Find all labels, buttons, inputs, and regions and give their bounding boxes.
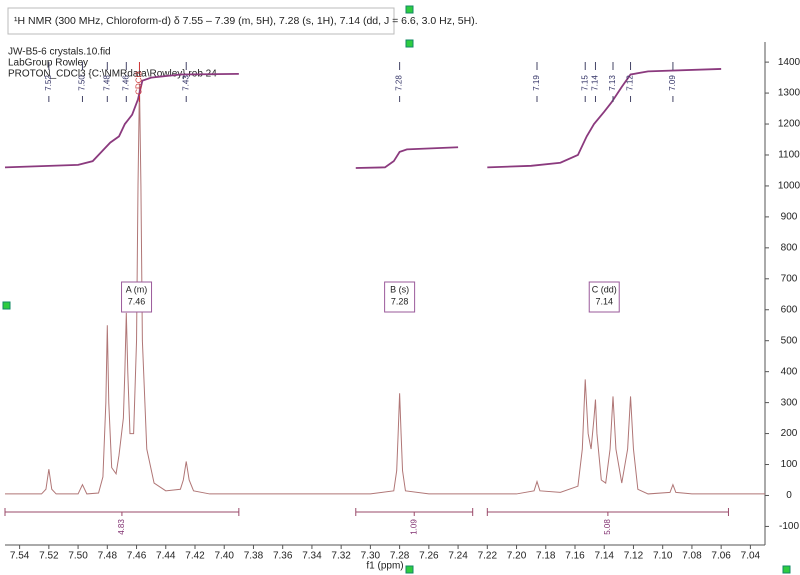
peak-label: 7.46 bbox=[121, 75, 130, 91]
x-tick-label: 7.24 bbox=[448, 551, 468, 562]
x-tick-label: 7.44 bbox=[156, 551, 176, 562]
multiplet-shift: 7.46 bbox=[128, 296, 146, 306]
peak-label: 7.13 bbox=[608, 75, 617, 91]
x-tick-label: 7.32 bbox=[331, 551, 351, 562]
y-tick-label: 1000 bbox=[778, 181, 800, 192]
x-tick-label: 7.18 bbox=[536, 551, 556, 562]
peak-label: 7.50 bbox=[78, 75, 87, 91]
x-tick-label: 7.54 bbox=[10, 551, 30, 562]
x-tick-label: 7.22 bbox=[478, 551, 498, 562]
y-tick-label: 0 bbox=[786, 490, 792, 501]
y-tick-label: 800 bbox=[781, 242, 798, 253]
multiplet-label: C (dd) bbox=[592, 284, 617, 294]
info-line: LabGroup Rowley bbox=[8, 58, 88, 69]
x-tick-label: 7.40 bbox=[214, 551, 234, 562]
multiplet-label: A (m) bbox=[126, 284, 148, 294]
peak-label: 7.15 bbox=[580, 75, 589, 91]
peak-label: 7.09 bbox=[668, 75, 677, 91]
y-tick-label: 300 bbox=[781, 397, 798, 408]
multiplet-shift: 7.14 bbox=[595, 296, 613, 306]
x-tick-label: 7.38 bbox=[244, 551, 264, 562]
x-tick-label: 7.28 bbox=[390, 551, 410, 562]
integral-value: 4.83 bbox=[117, 519, 126, 535]
y-tick-label: 900 bbox=[781, 212, 798, 223]
integral-curve bbox=[355, 146, 459, 169]
x-tick-label: 7.36 bbox=[273, 551, 293, 562]
peak-label: 7.48 bbox=[102, 75, 111, 91]
peak-label: 7.52 bbox=[44, 75, 53, 91]
y-tick-label: 1100 bbox=[778, 150, 800, 161]
peak-label: 7.12 bbox=[626, 75, 635, 91]
title-box bbox=[7, 7, 395, 35]
x-tick-label: 7.12 bbox=[624, 551, 644, 562]
x-tick-label: 7.14 bbox=[594, 551, 614, 562]
multiplet-box bbox=[121, 281, 153, 313]
handle[interactable] bbox=[2, 301, 11, 310]
peak-label: 7.43 bbox=[181, 75, 190, 91]
handle[interactable] bbox=[405, 565, 414, 574]
peak-label: 7.28 bbox=[395, 75, 404, 91]
x-tick-label: 7.30 bbox=[361, 551, 381, 562]
chart-title: ¹H NMR (300 MHz, Chloroform-d) δ 7.55 – … bbox=[14, 15, 478, 27]
x-tick-label: 7.42 bbox=[185, 551, 205, 562]
integral-value: 5.08 bbox=[603, 519, 612, 535]
peak-label: CDCl3 bbox=[135, 71, 144, 95]
handle[interactable] bbox=[405, 5, 414, 14]
y-tick-label: 100 bbox=[781, 459, 798, 470]
integral-value: 1.09 bbox=[409, 519, 418, 535]
y-tick-label: 500 bbox=[781, 335, 798, 346]
handle[interactable] bbox=[405, 39, 414, 48]
y-tick-label: -100 bbox=[779, 521, 799, 532]
y-tick-label: 1200 bbox=[778, 119, 800, 130]
integral-curve bbox=[4, 72, 239, 169]
integral-curve bbox=[487, 68, 722, 169]
info-line: PROTON_CDCl3 {C:\NMRdata\Rowley} rob 24 bbox=[8, 69, 217, 80]
x-tick-label: 7.20 bbox=[507, 551, 527, 562]
handle[interactable] bbox=[782, 565, 791, 574]
x-tick-label: 7.48 bbox=[98, 551, 118, 562]
y-tick-label: 600 bbox=[781, 304, 798, 315]
x-tick-label: 7.04 bbox=[741, 551, 761, 562]
y-tick-label: 1400 bbox=[778, 57, 800, 68]
multiplet-label: B (s) bbox=[390, 284, 409, 294]
x-axis-label: f1 (ppm) bbox=[366, 561, 403, 572]
x-tick-label: 7.34 bbox=[302, 551, 322, 562]
multiplet-box bbox=[384, 281, 416, 313]
peak-label: 7.19 bbox=[532, 75, 541, 91]
x-tick-label: 7.08 bbox=[682, 551, 702, 562]
x-tick-label: 7.46 bbox=[127, 551, 147, 562]
x-tick-label: 7.06 bbox=[711, 551, 731, 562]
y-tick-label: 1300 bbox=[778, 88, 800, 99]
multiplet-box bbox=[588, 281, 620, 313]
x-tick-label: 7.10 bbox=[653, 551, 673, 562]
spectrum bbox=[5, 83, 765, 495]
multiplet-shift: 7.28 bbox=[391, 296, 409, 306]
x-tick-label: 7.52 bbox=[39, 551, 59, 562]
y-tick-label: 200 bbox=[781, 428, 798, 439]
peak-label: 7.14 bbox=[591, 75, 600, 91]
info-line: JW-B5-6 crystals.10.fid bbox=[8, 47, 111, 58]
x-tick-label: 7.26 bbox=[419, 551, 439, 562]
y-tick-label: 700 bbox=[781, 273, 798, 284]
x-tick-label: 7.50 bbox=[68, 551, 88, 562]
x-tick-label: 7.16 bbox=[565, 551, 585, 562]
y-tick-label: 400 bbox=[781, 366, 798, 377]
